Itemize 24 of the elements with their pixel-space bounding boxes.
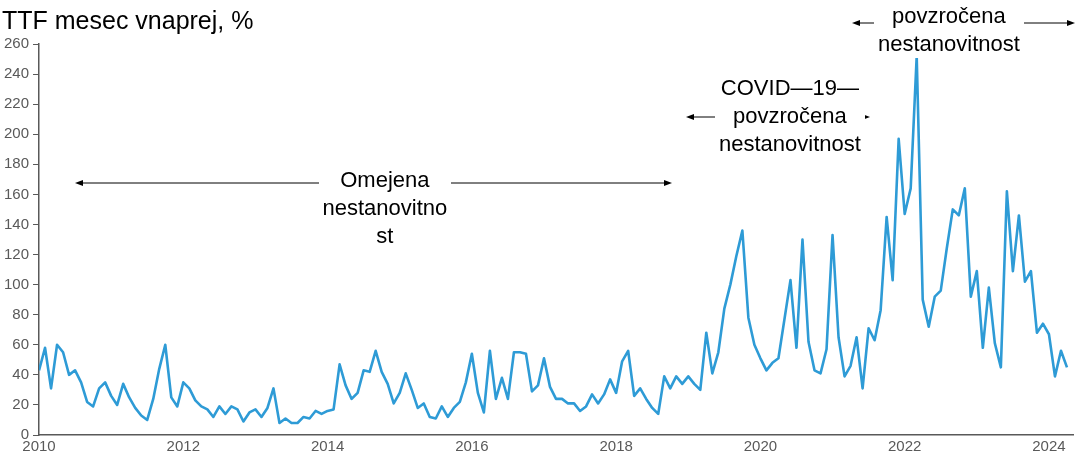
y-tick-label: 80	[12, 304, 30, 322]
y-tick-label: 60	[12, 334, 30, 352]
y-tick-label: 120	[4, 244, 30, 262]
y-tick-label: 200	[4, 124, 30, 142]
x-tick-label: 2024	[1032, 437, 1066, 455]
y-tick-label: 260	[4, 34, 30, 52]
y-tick-label: 220	[4, 94, 30, 112]
y-tick-label: 160	[4, 184, 30, 202]
x-tick-label: 2018	[599, 437, 633, 455]
x-tick-label: 2012	[166, 437, 200, 455]
y-tick-label: 100	[4, 274, 30, 292]
y-tick-label: 180	[4, 154, 30, 172]
y-tick-label: 240	[4, 64, 30, 82]
annotation: COVID—19— povzročena nestanovitnost	[715, 74, 865, 158]
y-tick-label: 140	[4, 214, 30, 232]
x-tick-label: 2016	[455, 437, 489, 455]
y-tick-label: 20	[12, 395, 30, 413]
x-tick-label: 2020	[743, 437, 778, 455]
annotation: povzročena nestanovitnost	[874, 2, 1024, 58]
chart-title: TTF mesec vnaprej, %	[2, 6, 254, 35]
y-tick-label: 40	[12, 364, 30, 382]
x-tick-label: 2014	[310, 437, 345, 455]
x-tick-label: 2022	[887, 437, 922, 455]
annotation: Omejena nestanovitno st	[318, 166, 452, 250]
